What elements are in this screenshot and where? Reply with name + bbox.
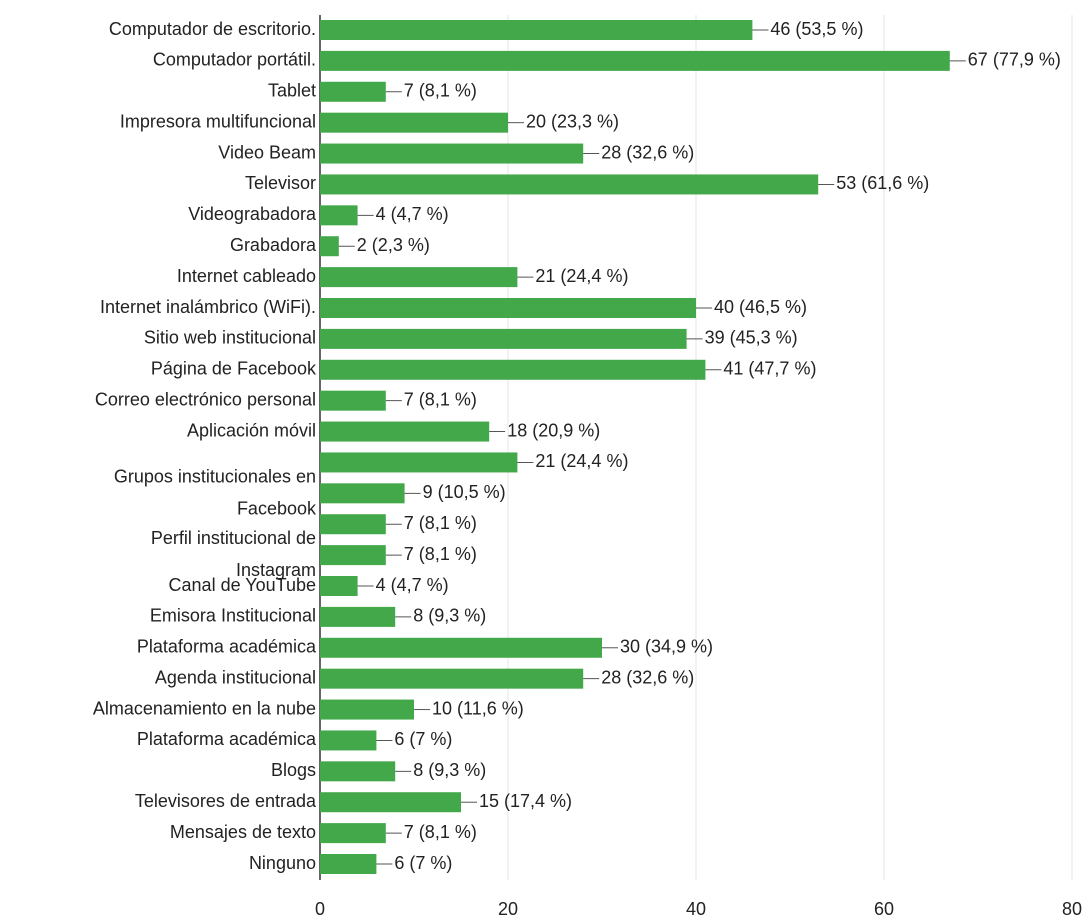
y-tick-label: Mensajes de texto [170,822,316,842]
bar [320,143,584,164]
value-label: 10 (11,6 %) [432,698,524,718]
value-label: 21 (24,4 %) [535,266,628,286]
bar [320,390,386,411]
bar [320,637,602,658]
bar [320,236,339,257]
value-label: 9 (10,5 %) [423,482,506,502]
y-tick-label: Plataforma académica [137,637,317,657]
y-tick-label: Canal de YouTube [169,575,316,595]
y-tick-label: Video Beam [218,142,316,162]
value-label: 41 (47,7 %) [723,359,816,379]
y-tick-label: Emisora Institucional [150,606,316,626]
bar [320,81,386,102]
bar [320,699,414,720]
y-tick-label: Tablet [268,81,316,101]
bar [320,545,386,566]
bar [320,761,396,782]
value-label: 7 (8,1 %) [404,389,477,409]
value-label: 28 (32,6 %) [601,142,694,162]
bar [320,854,377,874]
value-label: 7 (8,1 %) [404,544,477,564]
value-label: 6 (7 %) [394,853,452,873]
value-label: 8 (9,3 %) [413,606,486,626]
value-label: 20 (23,3 %) [526,111,619,131]
bar [320,730,377,751]
bar [320,328,687,349]
y-tick-label: Página de Facebook [151,359,317,379]
y-tick-label: Ninguno [249,853,316,873]
label-line: Instagram [236,560,316,580]
value-label: 40 (46,5 %) [714,297,807,317]
bar [320,50,950,71]
y-tick-label: Agenda institucional [155,667,316,687]
value-label: 7 (8,1 %) [404,81,477,101]
value-label: 6 (7 %) [394,729,452,749]
bar [320,20,753,40]
y-tick-label: Aplicación móvil [187,420,316,440]
bar [320,514,386,535]
value-label: 67 (77,9 %) [968,50,1061,70]
value-label: 4 (4,7 %) [376,575,449,595]
y-tick-label: Plataforma académica [137,729,317,749]
y-tick-label: Correo electrónico personal [95,389,316,409]
y-tick-label: Almacenamiento en la nube [93,698,316,718]
bar [320,606,396,627]
y-tick-label: Blogs [271,760,316,780]
y-tick-label: Computador portátil. [153,50,316,70]
bar [320,174,819,195]
bar [320,668,584,689]
bar [320,576,358,596]
value-label: 39 (45,3 %) [705,328,798,348]
y-tick-label: Perfil institucional de Instagram [151,528,316,580]
value-label: 7 (8,1 %) [404,513,477,533]
y-tick-label: Televisor [245,173,316,193]
label-line: Facebook [237,498,317,518]
y-tick-label: Grabadora [230,235,317,255]
value-label: 53 (61,6 %) [836,173,929,193]
bar [320,298,696,318]
x-tick-label: 60 [874,899,894,919]
value-label: 30 (34,9 %) [620,637,713,657]
y-tick-label: Videograbadora [188,204,317,224]
y-tick-label: Internet cableado [177,266,316,286]
y-tick-label: Computador de escritorio. [109,19,316,39]
bar [320,792,461,813]
y-tick-label: Impresora multifuncional [120,111,316,131]
bar [320,112,508,133]
value-label: 8 (9,3 %) [413,760,486,780]
label-line: Grupos institucionales en [114,466,316,486]
value-label: 7 (8,1 %) [404,822,477,842]
value-label: 18 (20,9 %) [507,420,600,440]
y-tick-label: Sitio web institucional [144,328,316,348]
value-label: 21 (24,4 %) [535,451,628,471]
x-tick-label: 40 [686,899,706,919]
x-tick-label: 80 [1062,899,1082,919]
bar [320,267,518,288]
bar [320,452,518,473]
bar [320,359,706,380]
x-tick-label: 20 [498,899,518,919]
y-tick-label: Internet inalámbrico (WiFi). [100,297,316,317]
value-label: 2 (2,3 %) [357,235,430,255]
value-label: 28 (32,6 %) [601,667,694,687]
bar [320,483,405,504]
value-label: 15 (17,4 %) [479,791,572,811]
bar [320,205,358,226]
value-label: 46 (53,5 %) [770,19,863,39]
bar [320,823,386,844]
value-label: 4 (4,7 %) [376,204,449,224]
y-tick-label: Televisores de entrada [135,791,317,811]
x-tick-label: 0 [315,899,325,919]
y-tick-label: Grupos institucionales en Facebook [114,466,317,518]
label-line: Perfil institucional de [151,528,316,548]
bar [320,421,490,442]
